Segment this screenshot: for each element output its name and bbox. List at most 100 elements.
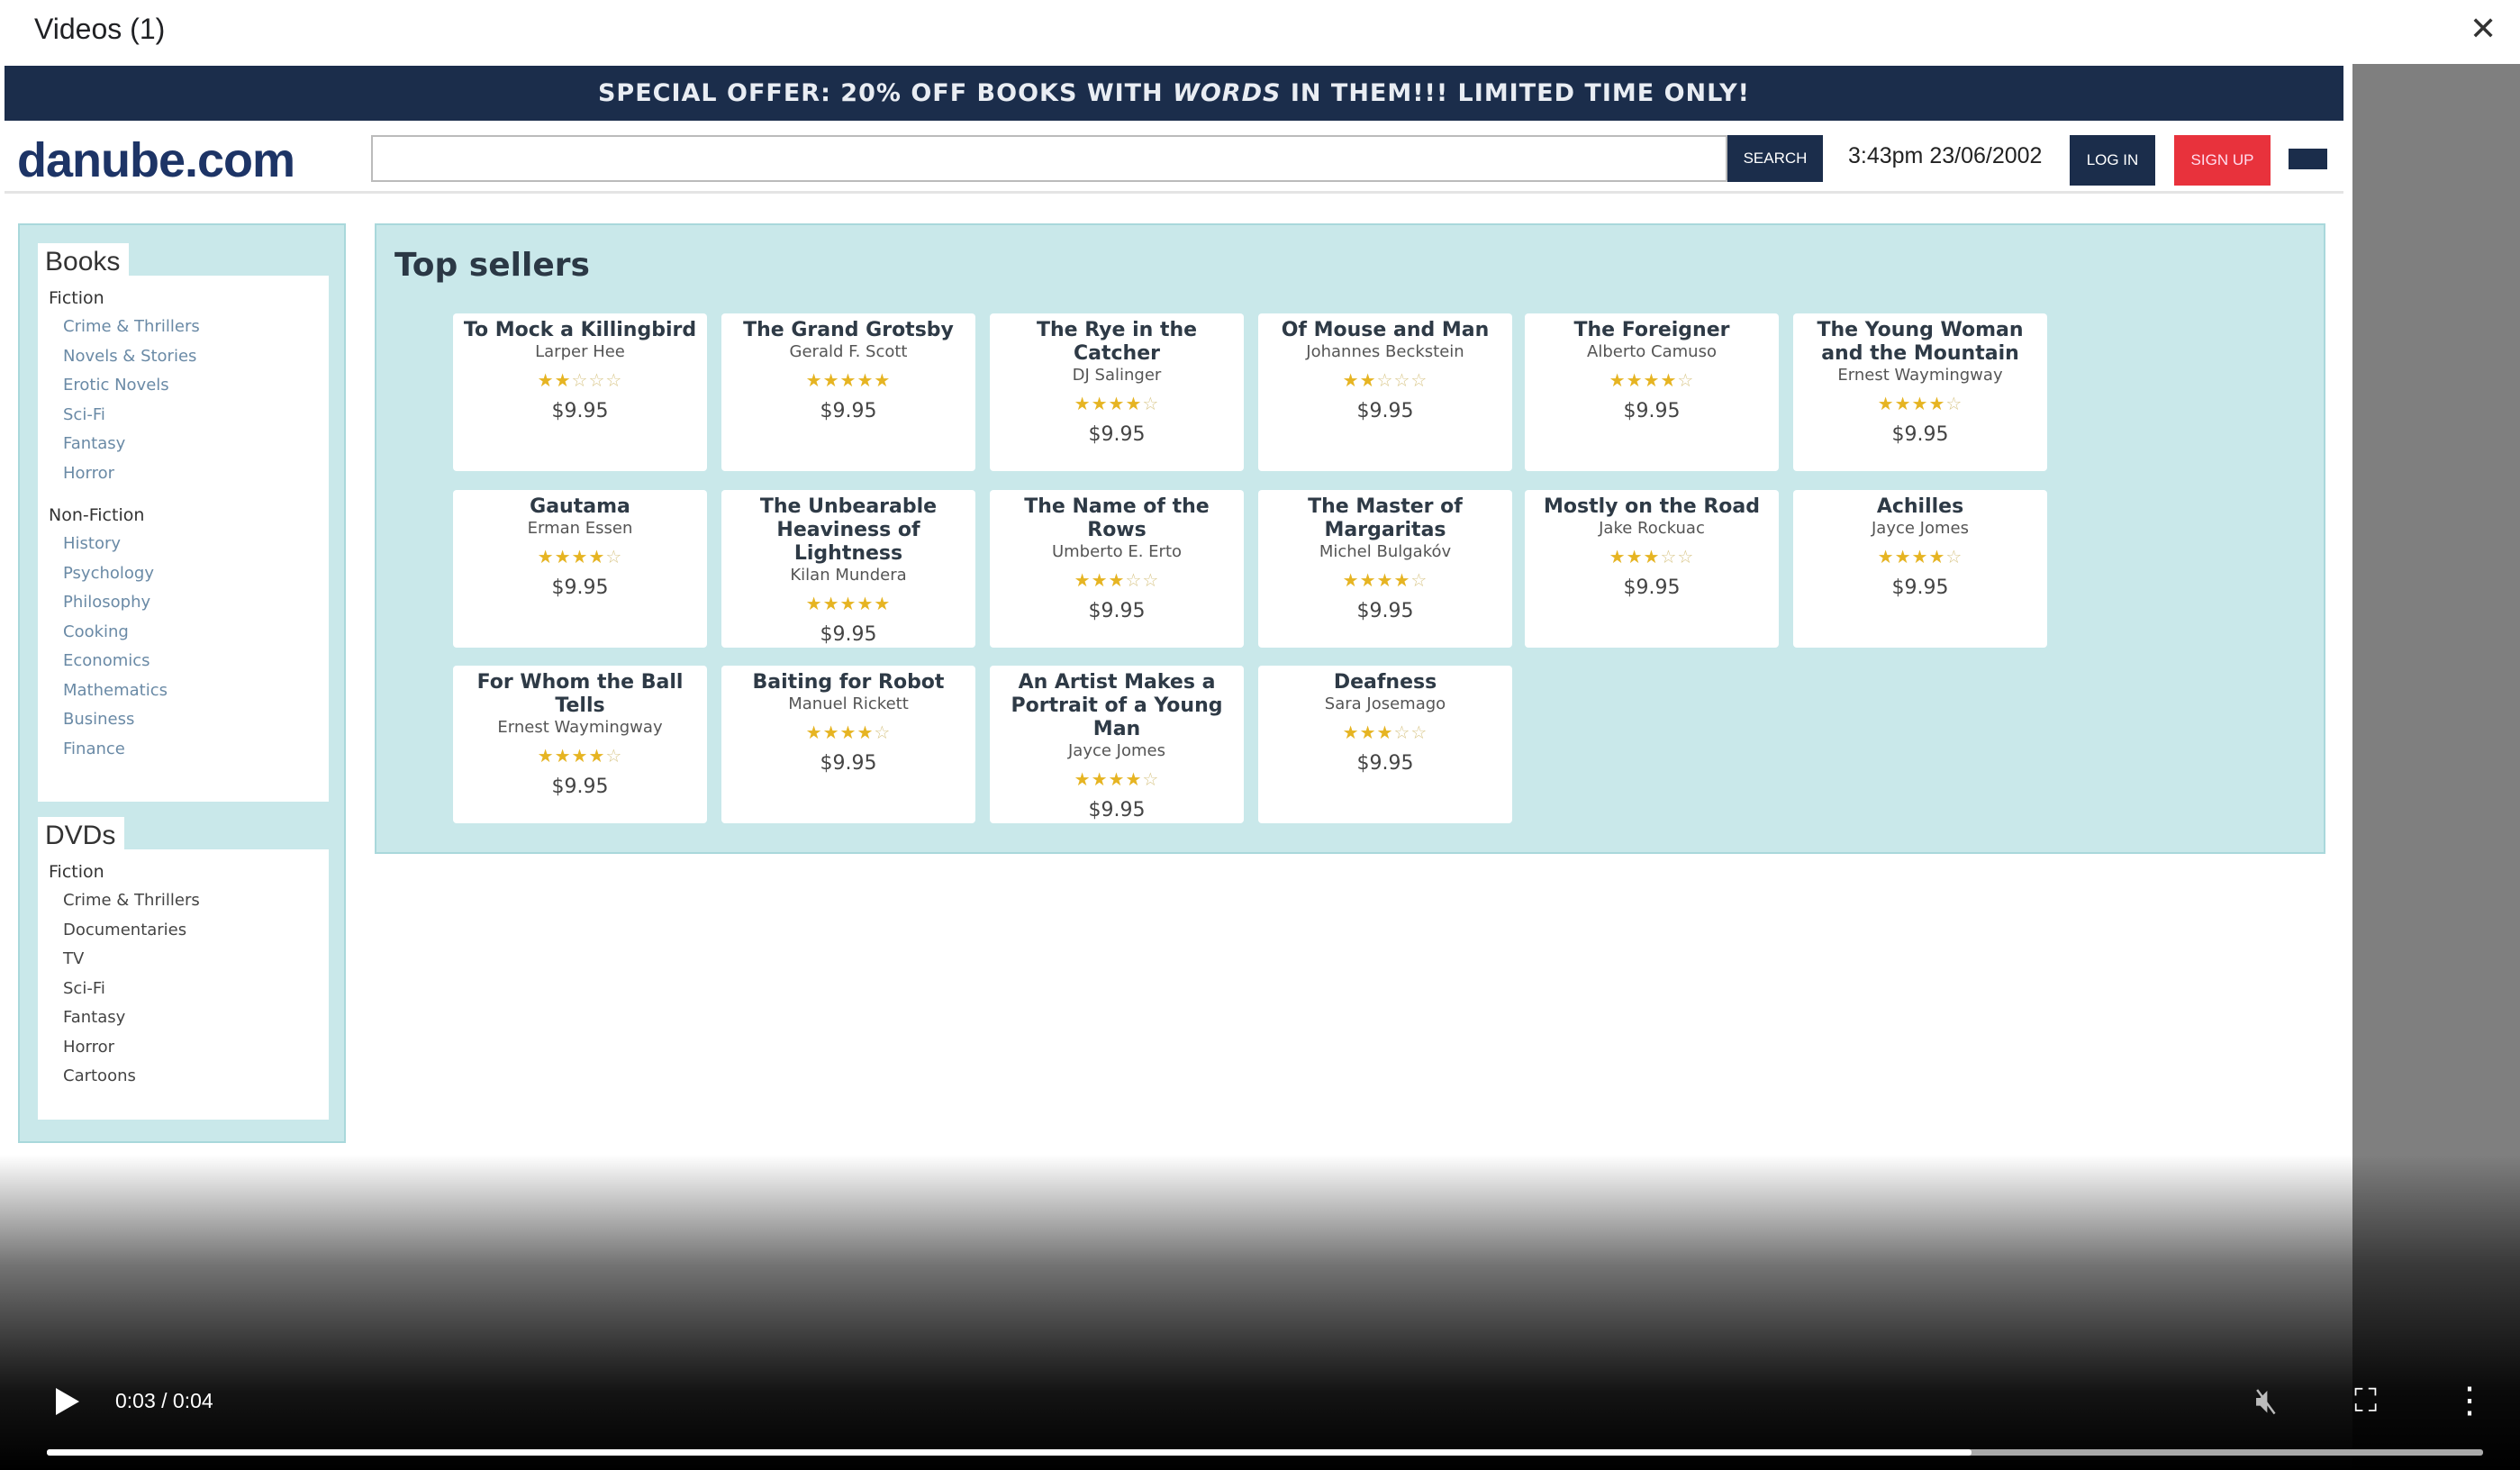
star-filled-icon: ★: [1911, 546, 1929, 567]
book-title[interactable]: The Name of the Rows: [1024, 495, 1210, 541]
search-button[interactable]: SEARCH: [1727, 135, 1823, 182]
star-filled-icon: ★: [805, 369, 823, 391]
category-link[interactable]: History: [63, 534, 122, 553]
category-link[interactable]: Horror: [63, 463, 115, 483]
star-filled-icon: ★: [1074, 393, 1092, 414]
book-card[interactable]: The Foreigner Alberto Camuso ★★★★☆ $9.95: [1525, 313, 1779, 471]
star-rating: ★★★☆☆: [990, 569, 1244, 594]
book-card[interactable]: Gautama Erman Essen ★★★★☆ $9.95: [453, 490, 707, 648]
star-rating: ★★☆☆☆: [1258, 369, 1512, 395]
category-link[interactable]: TV: [63, 949, 85, 968]
book-price: $9.95: [820, 400, 877, 422]
book-card[interactable]: For Whom the Ball Tells Ernest Waymingway…: [453, 666, 707, 823]
book-price: $9.95: [1356, 400, 1414, 422]
book-title[interactable]: The Rye in the Catcher: [1036, 319, 1198, 365]
book-price: $9.95: [1891, 576, 1949, 599]
book-card[interactable]: To Mock a Killingbird Larper Hee ★★☆☆☆ $9.9…: [453, 313, 707, 471]
book-card[interactable]: The Grand Grotsby Gerald F. Scott ★★★★★ $9.…: [721, 313, 975, 471]
star-filled-icon: ★: [1643, 369, 1661, 391]
book-card[interactable]: Of Mouse and Man Johannes Beckstein ★★☆☆☆ $…: [1258, 313, 1512, 471]
category-link[interactable]: Philosophy: [63, 593, 151, 612]
star-empty-icon: ☆: [605, 745, 623, 767]
category-link[interactable]: Cartoons: [63, 1066, 136, 1085]
category-link[interactable]: Documentaries: [63, 920, 187, 939]
signup-button[interactable]: SIGN UP: [2174, 135, 2271, 186]
book-card[interactable]: Deafness Sara Josemago ★★★☆☆ $9.95: [1258, 666, 1512, 823]
star-rating: ★★★★☆: [1525, 369, 1779, 395]
book-price: $9.95: [551, 576, 609, 599]
book-title[interactable]: The Foreigner: [1573, 319, 1730, 341]
category-link[interactable]: Novels & Stories: [63, 346, 197, 366]
divider: [5, 191, 2343, 194]
category-link[interactable]: Crime & Thrillers: [63, 317, 200, 336]
star-filled-icon: ★: [1074, 768, 1092, 790]
book-card[interactable]: The Name of the Rows Umberto E. Erto ★★★☆☆…: [990, 490, 1244, 648]
close-icon[interactable]: ✕: [2470, 10, 2497, 47]
search-input[interactable]: [371, 135, 1727, 182]
star-filled-icon: ★: [1660, 369, 1678, 391]
category-link[interactable]: Crime & Thrillers: [63, 891, 200, 910]
book-title[interactable]: Of Mouse and Man: [1281, 319, 1490, 341]
book-author: Johannes Beckstein: [1306, 342, 1464, 361]
book-price: $9.95: [1088, 799, 1146, 821]
more-vert-icon[interactable]: ⋮: [2452, 1381, 2488, 1420]
login-button[interactable]: LOG IN: [2070, 135, 2155, 186]
category-link[interactable]: Cooking: [63, 622, 129, 641]
play-icon[interactable]: [56, 1388, 79, 1415]
book-card[interactable]: The Unbearable Heaviness of Lightness Kil…: [721, 490, 975, 648]
star-empty-icon: ☆: [605, 546, 623, 567]
menu-icon[interactable]: [2289, 149, 2327, 169]
star-filled-icon: ★: [1894, 546, 1912, 567]
category-link[interactable]: Erotic Novels: [63, 376, 169, 395]
books-categories: Fiction Crime & Thrillers Novels & Stories…: [38, 276, 329, 802]
category-link[interactable]: Mathematics: [63, 680, 168, 700]
star-filled-icon: ★: [537, 745, 555, 767]
book-title[interactable]: An Artist Makes a Portrait of a Young Ma…: [1011, 671, 1223, 740]
progress-bar[interactable]: [47, 1449, 2483, 1456]
top-sellers-panel: Top sellers To Mock a Killingbird Larper …: [375, 223, 2325, 854]
category-link[interactable]: Business: [63, 710, 135, 729]
muted-icon[interactable]: 🔇︎: [2255, 1381, 2279, 1420]
category-link[interactable]: Economics: [63, 651, 150, 670]
star-filled-icon: ★: [1928, 546, 1946, 567]
category-link[interactable]: Sci-Fi: [63, 404, 105, 424]
site-logo[interactable]: danube.com: [17, 133, 295, 187]
book-title[interactable]: Gautama: [530, 495, 630, 518]
category-link[interactable]: Fantasy: [63, 1008, 126, 1027]
category-link[interactable]: Sci-Fi: [63, 978, 105, 998]
book-title[interactable]: The Unbearable Heaviness of Lightness: [759, 495, 938, 565]
category-link[interactable]: Finance: [63, 739, 125, 758]
star-filled-icon: ★: [805, 593, 823, 614]
category-link[interactable]: Horror: [63, 1037, 115, 1057]
book-title[interactable]: The Young Woman and the Mountain: [1817, 319, 2024, 365]
star-empty-icon: ☆: [1660, 546, 1678, 567]
category-link[interactable]: Fantasy: [63, 434, 126, 453]
book-card[interactable]: The Rye in the Catcher DJ Salinger ★★★★☆ $9…: [990, 313, 1244, 471]
fullscreen-icon[interactable]: ⛶: [2354, 1382, 2378, 1419]
star-filled-icon: ★: [1894, 393, 1912, 414]
star-filled-icon: ★: [1342, 369, 1360, 391]
category-link[interactable]: Psychology: [63, 563, 154, 583]
book-card[interactable]: Baiting for Robot Manuel Rickett ★★★★☆ $9.9…: [721, 666, 975, 823]
star-filled-icon: ★: [857, 369, 875, 391]
star-filled-icon: ★: [1091, 569, 1109, 591]
book-title[interactable]: For Whom the Ball Tells: [476, 671, 684, 717]
category-group-label: Fiction: [49, 862, 104, 882]
video-frame[interactable]: SPECIAL OFFER: 20% OFF BOOKS WITH WORDS …: [0, 64, 2520, 1470]
book-card[interactable]: An Artist Makes a Portrait of a Young Ma…: [990, 666, 1244, 823]
book-title[interactable]: Deafness: [1333, 671, 1437, 694]
book-title[interactable]: To Mock a Killingbird: [463, 319, 697, 341]
book-card[interactable]: The Master of Margaritas Michel Bulgakóv ★…: [1258, 490, 1512, 648]
book-price: $9.95: [1356, 752, 1414, 775]
book-title[interactable]: The Grand Grotsby: [743, 319, 954, 341]
book-title[interactable]: Baiting for Robot: [752, 671, 945, 694]
star-filled-icon: ★: [1125, 393, 1143, 414]
book-title[interactable]: Mostly on the Road: [1543, 495, 1760, 518]
book-card[interactable]: Achilles Jayce Jomes ★★★★☆ $9.95: [1793, 490, 2047, 648]
book-title[interactable]: The Master of Margaritas: [1308, 495, 1463, 541]
book-card[interactable]: Mostly on the Road Jake Rockuac ★★★☆☆ $9.95: [1525, 490, 1779, 648]
book-card[interactable]: The Young Woman and the Mountain Ernest W…: [1793, 313, 2047, 471]
star-empty-icon: ☆: [1410, 569, 1428, 591]
book-title[interactable]: Achilles: [1876, 495, 1964, 518]
star-filled-icon: ★: [588, 745, 606, 767]
